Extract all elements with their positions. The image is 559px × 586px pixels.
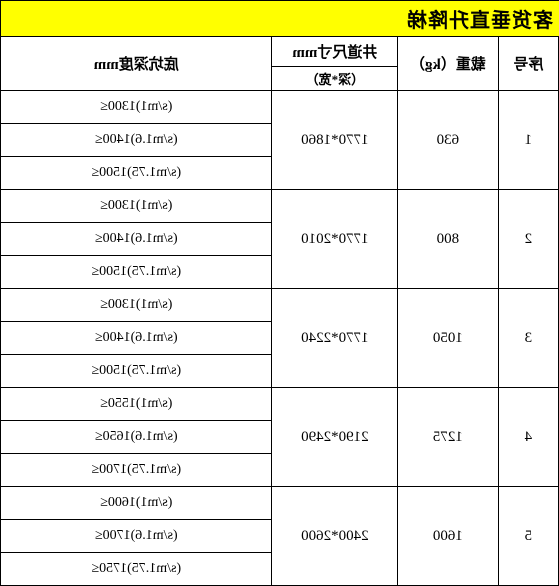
table-row: 16301770*1860(s/m1)1300≤ (1, 91, 559, 124)
cell-depth: (s/m1.6)1400≤ (1, 322, 272, 355)
cell-shaft: 2400*2600 (272, 487, 398, 586)
cell-load: 1050 (398, 289, 499, 388)
cell-load: 630 (398, 91, 499, 190)
cell-depth: (s/m1.75)1500≤ (1, 355, 272, 388)
cell-seq: 5 (498, 487, 558, 586)
cell-shaft: 2190*2490 (272, 388, 398, 487)
cell-depth: (s/m1)1300≤ (1, 91, 272, 124)
header-shaft-top: 井道尺寸mm (272, 37, 398, 67)
header-depth: 底坑深度mm (1, 37, 272, 91)
spec-table: 序号 载重（kg） 井道尺寸mm 底坑深度mm （深*宽） 16301770*1… (0, 36, 559, 586)
cell-load: 1275 (398, 388, 499, 487)
cell-depth: (s/m1)1300≤ (1, 289, 272, 322)
table-row: 28001770*2010(s/m1)1300≤ (1, 190, 559, 223)
cell-shaft: 1770*1860 (272, 91, 398, 190)
cell-depth: (s/m1.75)1750≤ (1, 553, 272, 586)
cell-depth: (s/m1.6)1650≤ (1, 421, 272, 454)
cell-shaft: 1770*2240 (272, 289, 398, 388)
header-load: 载重（kg） (398, 37, 499, 91)
cell-depth: (s/m1)1600≤ (1, 487, 272, 520)
table-row: 516002400*2600(s/m1)1600≤ (1, 487, 559, 520)
title-bar: 客货垂直升降梯 (0, 0, 559, 36)
table-row: 310501770*2240(s/m1)1300≤ (1, 289, 559, 322)
cell-depth: (s/m1)1550≤ (1, 388, 272, 421)
title-text: 客货垂直升降梯 (406, 10, 553, 32)
cell-depth: (s/m1.75)1700≤ (1, 454, 272, 487)
header-seq: 序号 (498, 37, 558, 91)
cell-depth: (s/m1.75)1500≤ (1, 256, 272, 289)
cell-depth: (s/m1.75)1500≤ (1, 157, 272, 190)
cell-shaft: 1770*2010 (272, 190, 398, 289)
cell-seq: 3 (498, 289, 558, 388)
cell-depth: (s/m1.6)1400≤ (1, 124, 272, 157)
cell-load: 800 (398, 190, 499, 289)
cell-seq: 4 (498, 388, 558, 487)
table-body: 16301770*1860(s/m1)1300≤(s/m1.6)1400≤(s/… (1, 91, 559, 586)
cell-load: 1600 (398, 487, 499, 586)
cell-depth: (s/m1.6)1400≤ (1, 223, 272, 256)
cell-depth: (s/m1)1300≤ (1, 190, 272, 223)
cell-seq: 1 (498, 91, 558, 190)
table-header: 序号 载重（kg） 井道尺寸mm 底坑深度mm （深*宽） (1, 37, 559, 91)
mirrored-container: 客货垂直升降梯 序号 载重（kg） 井道尺寸mm 底坑深度mm （深*宽） 16… (0, 0, 559, 586)
cell-seq: 2 (498, 190, 558, 289)
header-shaft-sub: （深*宽） (272, 67, 398, 91)
cell-depth: (s/m1.6)1700≤ (1, 520, 272, 553)
table-row: 412752190*2490(s/m1)1550≤ (1, 388, 559, 421)
